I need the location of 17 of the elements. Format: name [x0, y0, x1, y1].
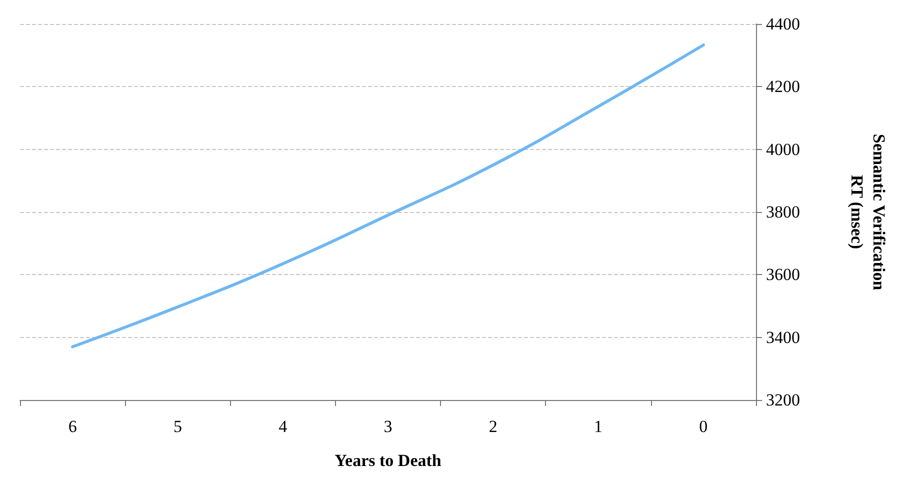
x-tick-label: 4 [278, 417, 288, 436]
y-tick-label: 4000 [766, 140, 800, 159]
line-series [71, 43, 705, 348]
y-tick-label: 3200 [766, 390, 800, 410]
x-tick-label: 3 [384, 417, 392, 436]
y-tick-label: 4400 [766, 14, 800, 34]
y-tick-label: 3600 [766, 265, 800, 284]
x-tick-label: 6 [68, 417, 77, 436]
y-tick-label: 4200 [766, 77, 800, 96]
x-axis-title: Years to Death [334, 451, 442, 470]
x-tick-label: 1 [594, 417, 603, 436]
y-axis-title: Semantic Verification RT (msec) [848, 134, 888, 291]
x-tick-label: 5 [173, 417, 182, 436]
y-tick-label: 3800 [766, 202, 800, 222]
x-tick-label: 0 [699, 417, 708, 436]
y-tick-label: 3400 [766, 328, 800, 347]
x-tick-label: 2 [488, 417, 498, 436]
